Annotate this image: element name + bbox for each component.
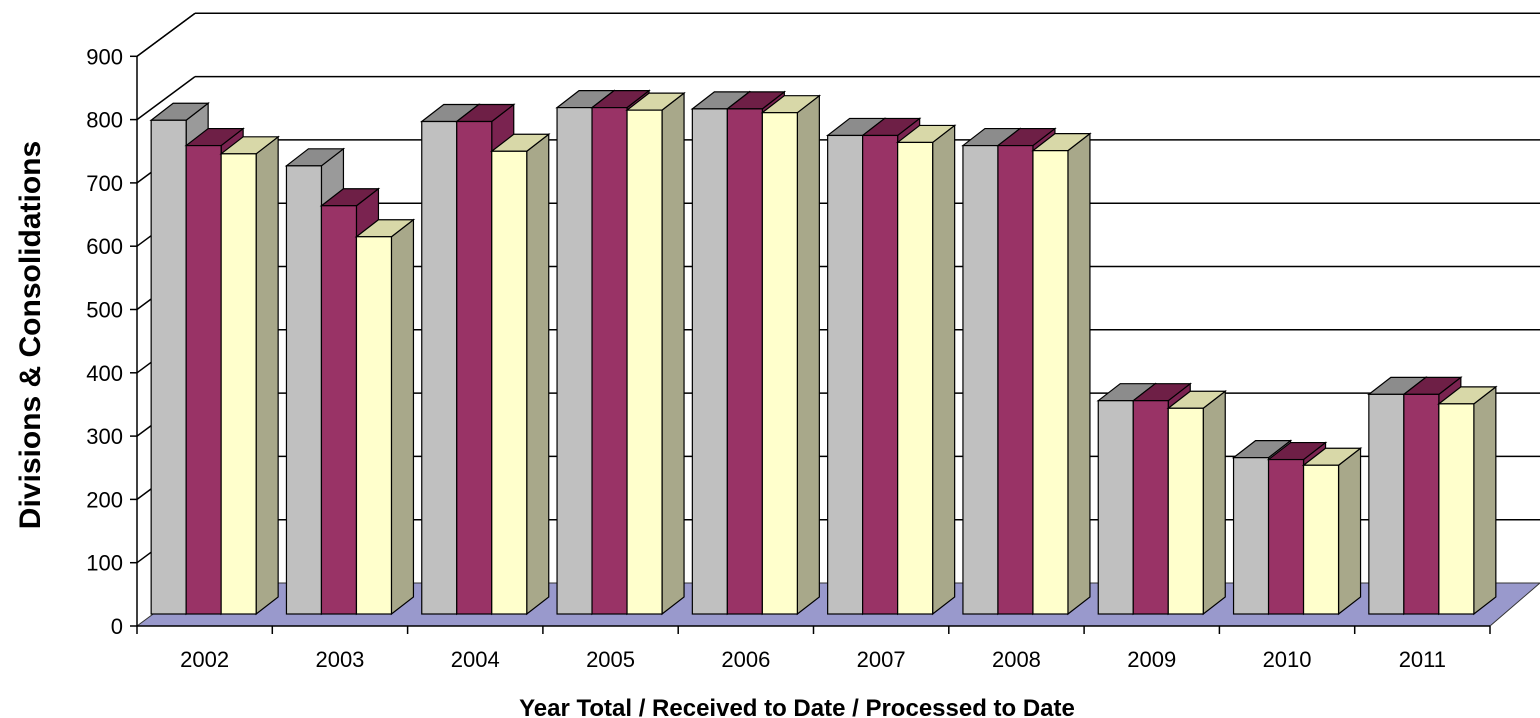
bar-side bbox=[661, 91, 685, 616]
bar-front bbox=[1032, 150, 1069, 615]
y-tick-label: 400 bbox=[86, 361, 123, 386]
bar-front bbox=[591, 106, 628, 615]
bar-front bbox=[1097, 400, 1134, 615]
bar-front bbox=[285, 165, 323, 615]
bar-front bbox=[320, 205, 358, 615]
y-tick-label: 900 bbox=[86, 44, 123, 69]
y-tick-label: 300 bbox=[86, 424, 123, 449]
bar-front bbox=[862, 134, 899, 615]
y-axis-title: Divisions & Consolidations bbox=[14, 141, 47, 529]
y-tick-label: 0 bbox=[111, 614, 123, 639]
bar-side bbox=[1067, 132, 1091, 616]
bar-2004-series-3 bbox=[489, 133, 551, 616]
x-tick-label: 2009 bbox=[1127, 647, 1176, 672]
bar-2011-series-3 bbox=[1437, 385, 1498, 616]
y-tick-label: 500 bbox=[86, 298, 123, 323]
bar-front bbox=[1403, 393, 1440, 615]
y-tick-label: 100 bbox=[86, 551, 123, 576]
x-tick-label: 2007 bbox=[857, 647, 906, 672]
bar-front bbox=[897, 141, 934, 615]
bar-front bbox=[626, 109, 663, 615]
bar-2008-series-3 bbox=[1031, 132, 1092, 616]
y-tick-labels: 0 100 200 300 400 500 600 700 800 900 bbox=[86, 44, 123, 639]
bar-side bbox=[390, 218, 415, 616]
axes bbox=[130, 12, 1491, 634]
bar-2009-series-3 bbox=[1166, 390, 1228, 616]
bar-front bbox=[355, 236, 393, 615]
bar-front bbox=[1167, 407, 1204, 615]
bar-front bbox=[556, 106, 593, 615]
bar-front bbox=[220, 153, 257, 615]
bar-front bbox=[1302, 464, 1340, 615]
bars bbox=[149, 89, 1498, 616]
x-tick-label: 2003 bbox=[315, 647, 364, 672]
bar-2007-series-3 bbox=[895, 124, 957, 616]
bar-2002-series-3 bbox=[219, 135, 280, 616]
bar-side bbox=[1202, 390, 1226, 616]
bar-2006-series-3 bbox=[760, 94, 822, 616]
y-axis-top-edge bbox=[136, 12, 196, 57]
bar-front bbox=[1232, 457, 1270, 615]
bar-2005-series-3 bbox=[625, 91, 686, 616]
bar-front bbox=[962, 144, 999, 615]
bar-front bbox=[1438, 403, 1475, 615]
x-tick-label: 2002 bbox=[180, 647, 229, 672]
bar-side bbox=[526, 133, 550, 616]
bar-front bbox=[1368, 393, 1405, 615]
bar-front bbox=[691, 108, 728, 615]
x-tick-label: 2004 bbox=[451, 647, 500, 672]
x-tick-label: 2011 bbox=[1399, 647, 1446, 672]
y-tick-label: 700 bbox=[86, 171, 123, 196]
bar-side bbox=[1337, 447, 1362, 616]
bar-side bbox=[796, 94, 820, 616]
bar-front bbox=[185, 144, 222, 615]
bar-side bbox=[1473, 385, 1497, 616]
bar-side bbox=[932, 124, 956, 616]
bar-front bbox=[726, 108, 763, 615]
bar-front bbox=[456, 120, 493, 615]
y-tick-label: 600 bbox=[86, 234, 123, 259]
bar-front bbox=[150, 119, 187, 615]
y-tick-label: 200 bbox=[86, 487, 123, 512]
bar-side bbox=[255, 135, 279, 616]
x-tick-labels: 2002 2003 2004 2005 2006 2007 2008 2009 2010 2011 bbox=[180, 647, 1446, 672]
bar-front bbox=[491, 150, 528, 615]
bar-front bbox=[827, 134, 864, 615]
bar-front bbox=[1132, 400, 1169, 615]
bar-front bbox=[761, 112, 798, 615]
bar-front bbox=[421, 120, 458, 615]
bar-2003-series-3 bbox=[354, 218, 416, 616]
bar-2010-series-3 bbox=[1301, 447, 1363, 616]
gridline-side bbox=[136, 75, 196, 121]
x-tick-label: 2005 bbox=[586, 647, 635, 672]
x-axis-title: Year Total / Received to Date / Processe… bbox=[519, 695, 1075, 718]
bar-front bbox=[1267, 458, 1305, 615]
bar-front bbox=[997, 144, 1034, 615]
y-tick-label: 800 bbox=[86, 108, 123, 133]
x-tick-label: 2010 bbox=[1263, 647, 1312, 672]
x-tick-label: 2008 bbox=[992, 647, 1041, 672]
x-tick-label: 2006 bbox=[721, 647, 770, 672]
